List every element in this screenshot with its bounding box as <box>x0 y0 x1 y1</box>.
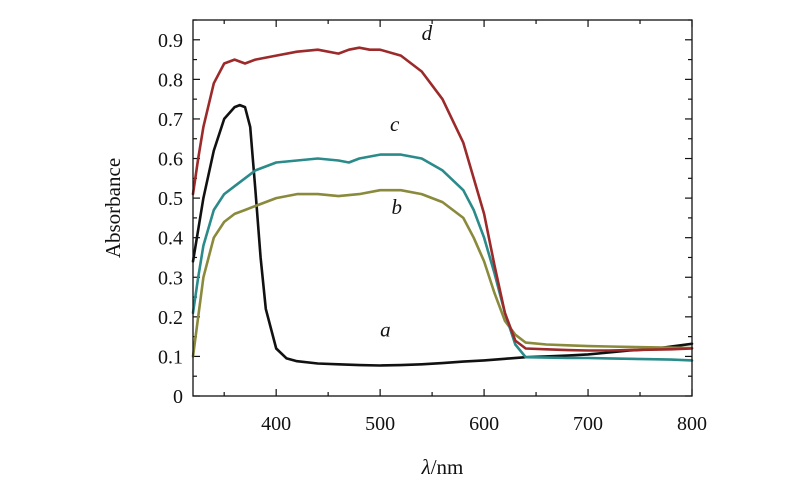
y-tick-label: 0.4 <box>158 228 183 250</box>
y-axis-title: Absorbance <box>101 158 125 258</box>
curve-label-d: d <box>422 21 433 45</box>
y-tick-label: 0.3 <box>158 267 183 289</box>
x-axis-unit: /nm <box>431 455 464 479</box>
curve-label-a: a <box>380 318 391 342</box>
y-tick-label: 0.5 <box>158 188 183 210</box>
y-tick-label: 0 <box>173 386 183 408</box>
tick-marks <box>193 19 693 397</box>
curve-labels: a b c d <box>380 21 433 342</box>
series-line-a <box>191 103 694 367</box>
x-tick-labels: 400 500 600 700 800 <box>261 413 707 435</box>
series-line-b <box>191 188 694 358</box>
x-axis-title: λ/nm <box>421 455 464 479</box>
y-tick-label: 0.2 <box>158 307 183 329</box>
x-tick-label: 400 <box>261 413 291 435</box>
x-tick-label: 600 <box>469 413 499 435</box>
plot-frame <box>192 19 693 397</box>
y-tick-label: 0.7 <box>158 109 183 131</box>
curve-label-b: b <box>392 195 403 219</box>
series-line-d <box>191 46 694 352</box>
series-line-c <box>191 153 694 362</box>
series-layer <box>191 46 694 367</box>
y-tick-label: 0.6 <box>158 149 183 171</box>
y-tick-label: 0.8 <box>158 69 183 91</box>
y-tick-labels: 0 0.1 0.2 0.3 0.4 0.5 0.6 0.7 0.8 0.9 <box>158 30 183 408</box>
y-tick-label: 0.1 <box>158 346 183 368</box>
curve-label-c: c <box>390 112 400 136</box>
x-tick-label: 700 <box>573 413 603 435</box>
x-axis-symbol: λ <box>421 455 431 479</box>
x-tick-label: 500 <box>365 413 395 435</box>
y-tick-label: 0.9 <box>158 30 183 52</box>
x-tick-label: 800 <box>677 413 707 435</box>
